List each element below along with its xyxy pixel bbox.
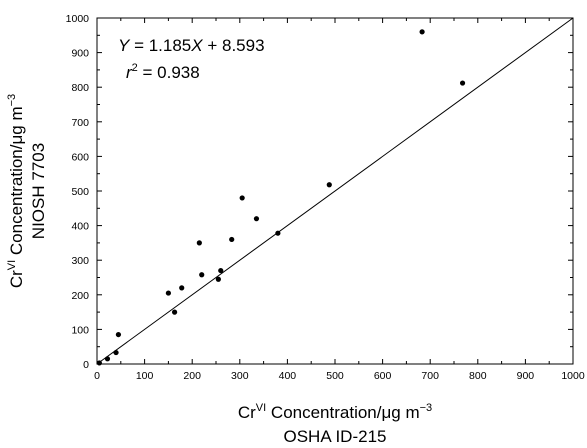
eq-slope: = 1.185	[129, 36, 191, 55]
data-point	[253, 216, 260, 222]
x-tick-label: 500	[326, 370, 344, 382]
y-title-prefix: Cr	[7, 270, 26, 288]
x-title-exp: −3	[420, 402, 433, 414]
r2-exp: 2	[132, 62, 138, 74]
data-point	[179, 285, 185, 291]
data-point	[115, 331, 122, 338]
data-point	[229, 236, 235, 243]
y-tick-label: 200	[71, 290, 89, 302]
y-tick-label: 600	[71, 151, 89, 163]
data-point	[419, 29, 425, 35]
x-title-suffix: Concentration/μg m	[266, 403, 419, 422]
y-tick-label: 800	[71, 82, 89, 94]
y-tick-label: 100	[71, 324, 89, 336]
y-tick-label: 500	[71, 186, 89, 198]
r-squared: r2 = 0.938	[126, 62, 200, 82]
data-point	[196, 240, 202, 246]
x-tick-label: 600	[374, 370, 392, 382]
r2-value: = 0.938	[138, 63, 200, 82]
y-tick-label: 700	[71, 117, 89, 129]
y-title-suffix: Concentration/μg m	[7, 106, 26, 259]
y-title-exp: −3	[6, 94, 18, 107]
data-point	[218, 267, 224, 274]
x-axis-title: CrVI Concentration/μg m−3 OSHA ID-215	[238, 402, 432, 446]
x-tick-labels: 0 100 200 300 400 500 600 700 800 900 1000	[94, 370, 585, 382]
x-tick-label: 300	[231, 370, 249, 382]
data-point	[96, 360, 102, 366]
data-point	[275, 230, 281, 236]
y-tick-label: 0	[83, 359, 89, 371]
data-point	[113, 349, 119, 356]
data-point	[171, 309, 178, 315]
data-point	[326, 182, 332, 188]
reference-line	[96, 17, 574, 365]
x-tick-label: 400	[279, 370, 297, 382]
data-points	[96, 29, 466, 366]
y-tick-label: 300	[71, 255, 89, 267]
regression-equation: Y = 1.185X + 8.593	[118, 36, 265, 55]
x-title-prefix: Cr	[238, 403, 256, 422]
y-axis-title: CrVI Concentration/μg m−3 NIOSH 7703	[6, 94, 48, 288]
x-tick-label: 700	[421, 370, 439, 382]
y-tick-label: 400	[71, 221, 89, 233]
data-point	[199, 272, 205, 278]
x-tick-label: 0	[94, 370, 100, 382]
y-tick-label: 900	[71, 48, 89, 60]
y-title-sup: VI	[6, 260, 18, 270]
eq-intercept: + 8.593	[203, 36, 265, 55]
axis-ticks	[96, 17, 574, 365]
y-tick-label: 1000	[66, 13, 90, 25]
data-point	[239, 195, 245, 201]
x-tick-label: 800	[469, 370, 487, 382]
y-axis-title-line1: CrVI Concentration/μg m−3	[6, 94, 26, 288]
data-point	[104, 356, 111, 362]
y-axis-title-line2: NIOSH 7703	[29, 143, 48, 239]
eq-y-var: Y	[118, 36, 131, 55]
r2-r: r	[126, 63, 133, 82]
x-tick-label: 900	[517, 370, 535, 382]
y-tick-labels: 0 100 200 300 400 500 600 700 800 900 1000	[66, 13, 90, 371]
data-point	[165, 290, 171, 296]
data-point	[459, 80, 466, 86]
regression-annotation: Y = 1.185X + 8.593 r2 = 0.938	[118, 36, 265, 82]
x-tick-label: 1000	[561, 370, 585, 382]
x-tick-label: 200	[183, 370, 201, 382]
x-axis-title-line2: OSHA ID-215	[284, 427, 387, 446]
x-axis-title-line1: CrVI Concentration/μg m−3	[238, 402, 432, 422]
eq-x-var: X	[190, 36, 203, 55]
data-point	[215, 276, 221, 282]
x-tick-label: 100	[136, 370, 154, 382]
x-title-sup: VI	[256, 402, 266, 414]
